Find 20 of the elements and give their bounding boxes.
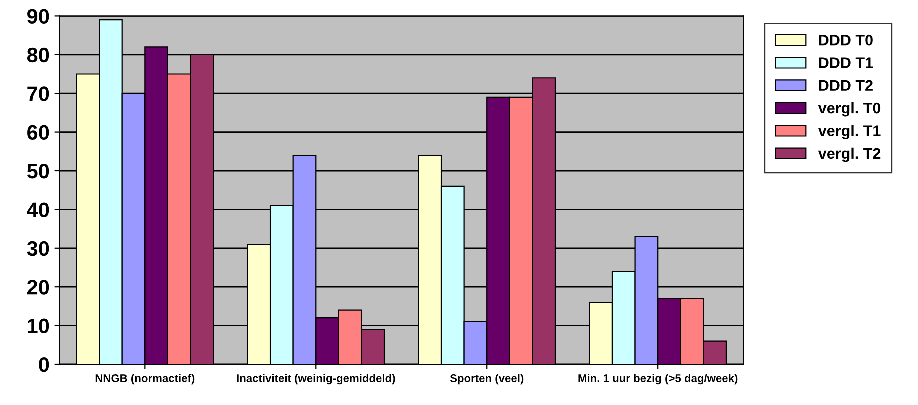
legend-label: DDD T1 (819, 58, 874, 68)
y-tick-label: 40 (27, 202, 50, 218)
x-tick-label: Inactiviteit (weinig-gemiddeld) (237, 374, 396, 385)
y-tick-label: 10 (28, 318, 50, 334)
y-tick-label: 80 (27, 48, 50, 63)
y-tick-label: 0 (39, 358, 50, 372)
x-tick-label: NNGB (normactief) (96, 374, 195, 385)
y-tick-label: 70 (28, 86, 50, 102)
legend-label: vergl. T1 (818, 125, 881, 140)
y-tick-label: 50 (27, 164, 50, 179)
y-tick-label: 60 (28, 125, 50, 140)
legend-label: DDD T0 (819, 34, 873, 46)
y-tick-label: 20 (28, 280, 50, 295)
legend-label: DDD T2 (819, 80, 873, 91)
legend-label: vergl. T2 (818, 148, 881, 162)
y-tick-label: 30 (27, 241, 50, 256)
x-tick-label: Min. 1 uur bezig (>5 dag/week) (578, 374, 738, 385)
legend-label: vergl. T0 (818, 102, 881, 117)
y-tick-label: 90 (28, 9, 50, 24)
x-tick-label: Sporten (veel) (450, 374, 524, 385)
